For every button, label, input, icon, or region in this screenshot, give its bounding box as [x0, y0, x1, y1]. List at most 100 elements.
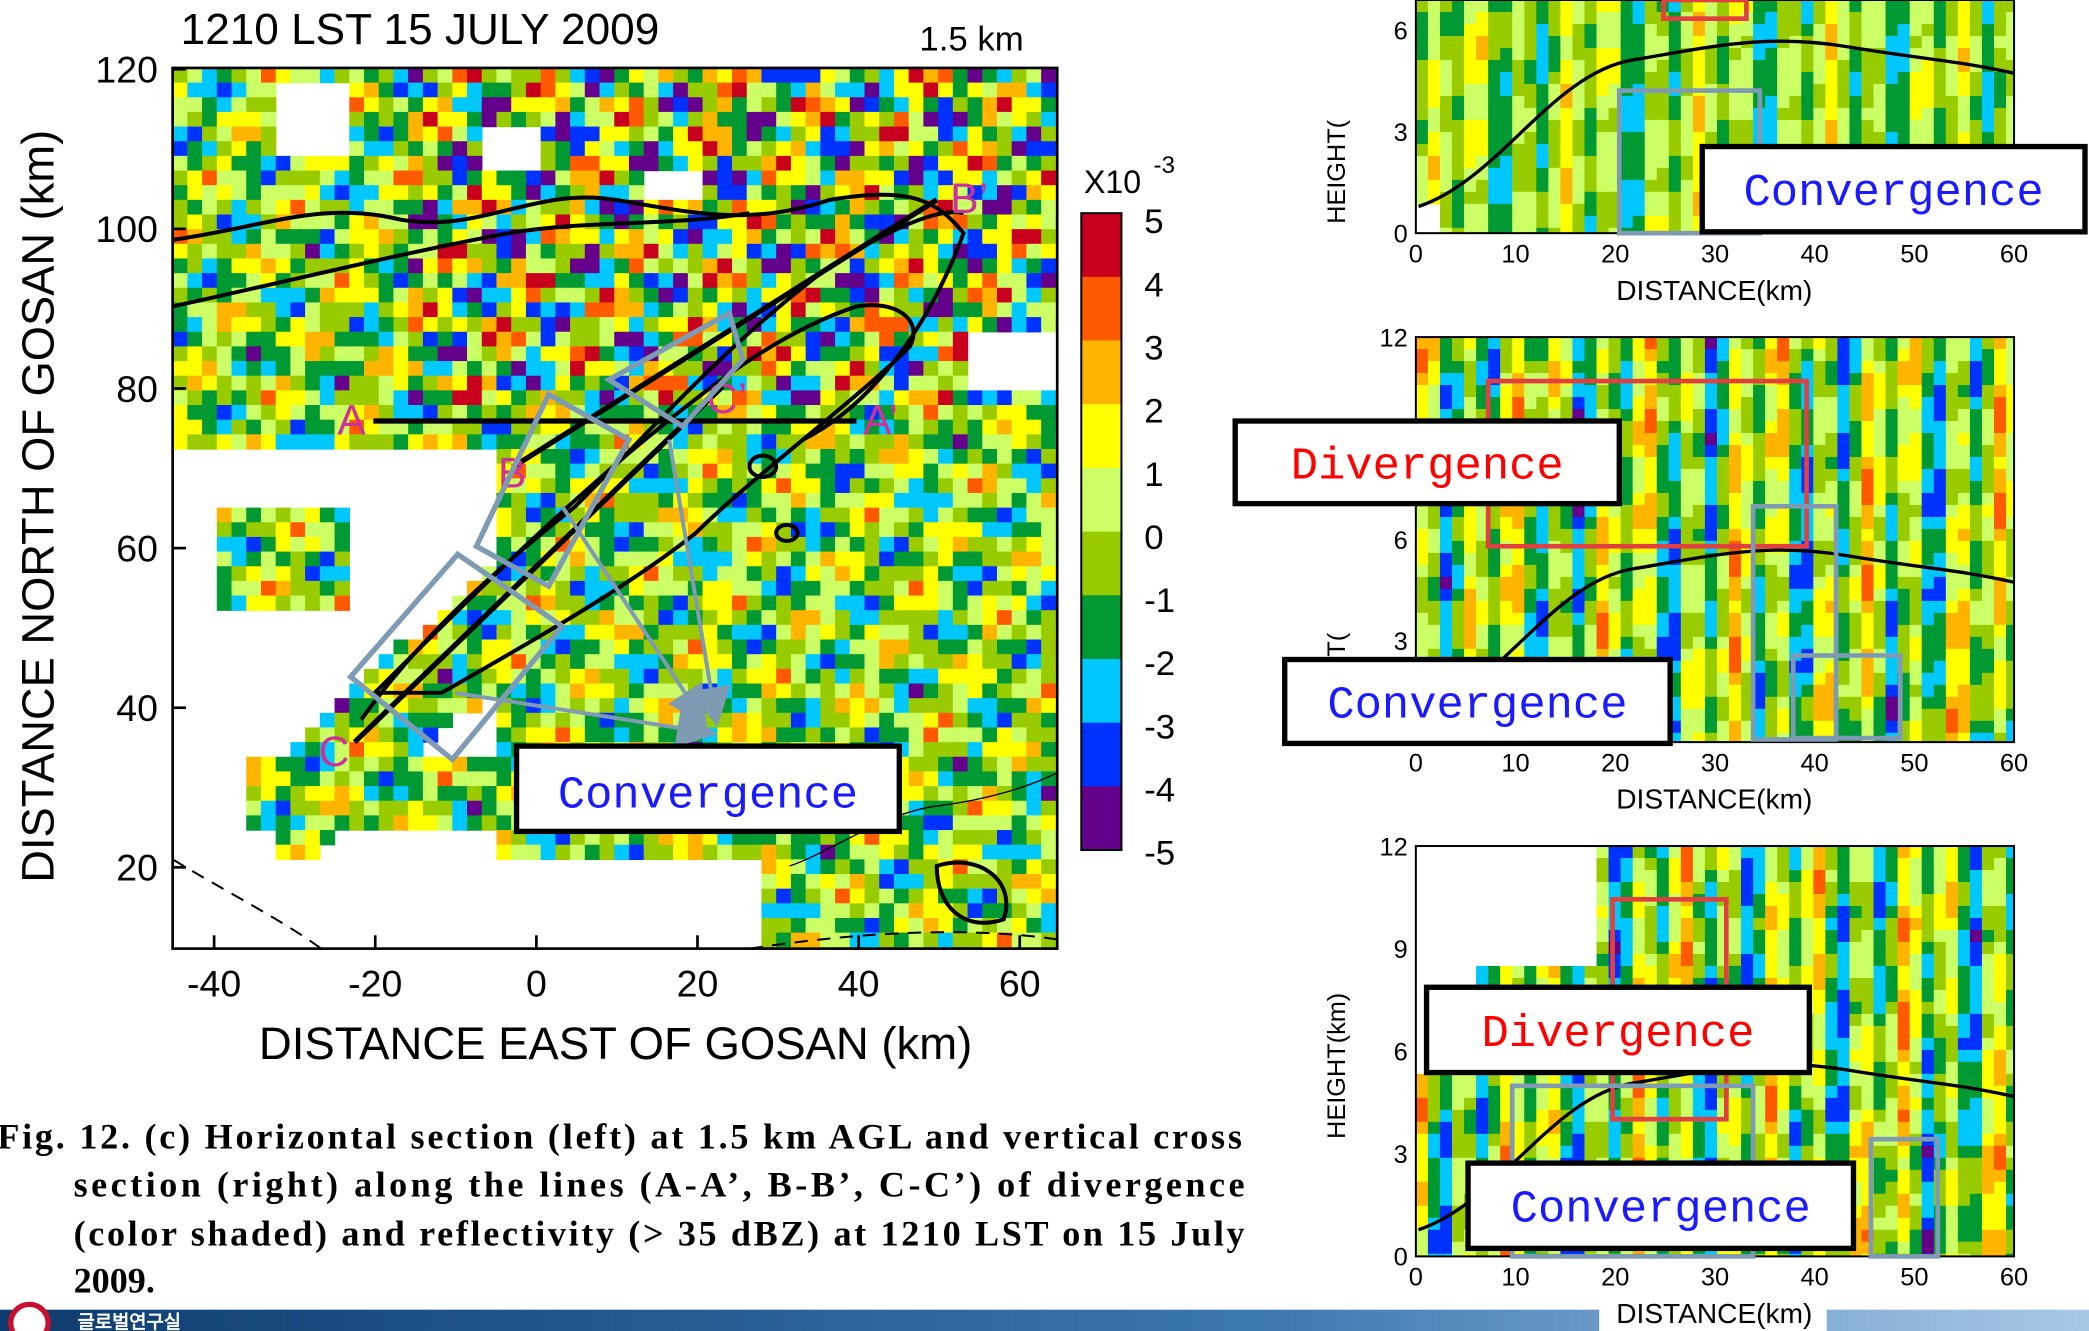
shading-cell	[261, 112, 276, 127]
shading-cell	[747, 669, 762, 684]
shading-cell	[658, 522, 673, 537]
shading-cell	[1500, 385, 1513, 398]
shading-cell	[1813, 421, 1826, 434]
shading-cell	[1633, 493, 1646, 506]
shading-cell	[570, 669, 585, 684]
shading-cell	[1777, 60, 1790, 73]
shading-cell	[1765, 529, 1778, 542]
shading-cell	[511, 112, 526, 127]
shading-cell	[1452, 204, 1465, 217]
shading-cell	[349, 244, 364, 259]
shading-cell	[732, 625, 747, 640]
shading-cell	[1705, 337, 1718, 350]
shading-cell	[1741, 445, 1754, 458]
shading-cell	[791, 713, 806, 728]
shading-cell	[1994, 385, 2007, 398]
shading-cell	[997, 771, 1012, 786]
shading-cell	[1428, 529, 1441, 542]
shading-cell	[1886, 481, 1899, 494]
shading-cell	[1705, 469, 1718, 482]
shading-cell	[452, 185, 467, 200]
shading-cell	[1729, 565, 1742, 578]
shading-cell	[1536, 60, 1549, 73]
shading-cell	[614, 302, 629, 317]
shading-cell	[806, 596, 821, 611]
shading-cell	[850, 478, 865, 493]
shading-cell	[629, 654, 644, 669]
shading-cell	[1837, 24, 1850, 37]
shading-cell	[1886, 36, 1899, 49]
shading-cell	[1729, 132, 1742, 145]
shading-cell	[467, 68, 482, 83]
shading-cell	[555, 596, 570, 611]
shading-cell	[1813, 565, 1826, 578]
shading-cell	[246, 346, 261, 361]
shading-cell	[1837, 60, 1850, 73]
shading-cell	[1621, 204, 1634, 217]
shading-cell	[585, 258, 600, 273]
shading-cell	[894, 610, 909, 625]
shading-cell	[555, 68, 570, 83]
shading-cell	[261, 332, 276, 347]
shading-cell	[187, 156, 202, 171]
shading-cell	[173, 361, 188, 376]
shading-cell	[879, 258, 894, 273]
shading-cell	[1946, 96, 1959, 109]
shading-cell	[1041, 171, 1056, 186]
shading-cell	[1026, 508, 1041, 523]
shading-cell	[364, 346, 379, 361]
shading-cell	[1669, 469, 1682, 482]
shading-cell	[290, 771, 305, 786]
shading-cell	[1765, 385, 1778, 398]
shading-cell	[1621, 505, 1634, 518]
shading-cell	[1741, 361, 1754, 374]
shading-cell	[232, 97, 247, 112]
shading-cell	[717, 713, 732, 728]
shading-cell	[496, 390, 511, 405]
shading-cell	[820, 449, 835, 464]
shading-cell	[1633, 204, 1646, 217]
shading-cell	[879, 683, 894, 698]
shading-cell	[1861, 24, 1874, 37]
shading-cell	[997, 683, 1012, 698]
shading-cell	[1488, 72, 1501, 85]
shading-cell	[791, 302, 806, 317]
shading-cell	[1500, 84, 1513, 97]
shading-cell	[1994, 565, 2007, 578]
shading-cell	[1729, 529, 1742, 542]
shading-cell	[1041, 215, 1056, 230]
shading-cell	[1026, 258, 1041, 273]
shading-cell	[1012, 141, 1027, 156]
shading-cell	[246, 244, 261, 259]
shading-cell	[305, 346, 320, 361]
shading-cell	[850, 508, 865, 523]
shading-cell	[1416, 132, 1429, 145]
shading-cell	[997, 420, 1012, 435]
shading-cell	[909, 522, 924, 537]
shading-cell	[217, 200, 232, 215]
shading-cell	[673, 273, 688, 288]
shading-cell	[276, 801, 291, 816]
shading-cell	[438, 815, 453, 830]
shading-cell	[835, 669, 850, 684]
shading-cell	[1765, 60, 1778, 73]
shading-cell	[703, 552, 718, 567]
shading-cell	[968, 566, 983, 581]
shading-cell	[1621, 553, 1634, 566]
shading-cell	[747, 288, 762, 303]
shading-cell	[909, 273, 924, 288]
shading-cell	[658, 112, 673, 127]
shading-cell	[688, 244, 703, 259]
shading-cell	[644, 654, 659, 669]
shading-cell	[923, 405, 938, 420]
shading-cell	[1801, 72, 1814, 85]
shading-cell	[909, 112, 924, 127]
shading-cell	[1970, 505, 1983, 518]
shading-cell	[1633, 457, 1646, 470]
shading-cell	[496, 83, 511, 98]
shading-cell	[1416, 565, 1429, 578]
shading-cell	[1910, 0, 1923, 13]
shading-cell	[1026, 610, 1041, 625]
shading-cell	[850, 346, 865, 361]
shading-cell	[1041, 493, 1056, 508]
